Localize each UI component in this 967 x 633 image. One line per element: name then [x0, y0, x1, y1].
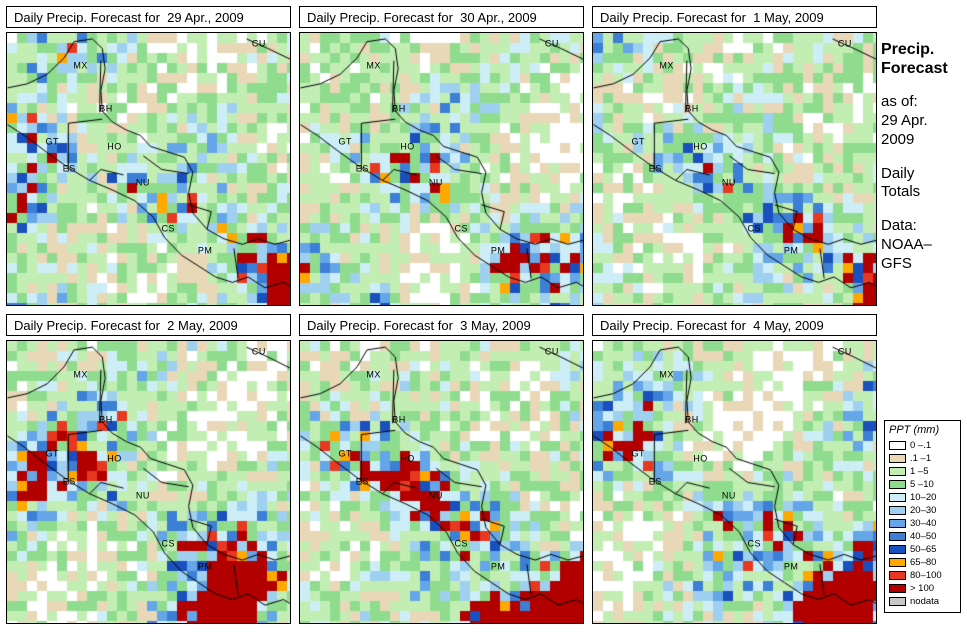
legend-color-swatch: [889, 545, 906, 554]
precip-map-canvas: [300, 341, 583, 623]
data-source-line2: GFS: [881, 254, 912, 272]
legend-row: 80–100: [889, 569, 956, 582]
legend-color-swatch: [889, 454, 906, 463]
legend-color-swatch: [889, 597, 906, 606]
legend-color-swatch: [889, 441, 906, 450]
precip-legend: PPT (mm) 0 –.1 .1 –1 1 –5 5 –10 10–20 20–30 30…: [884, 420, 961, 613]
panel-title: Daily Precip. Forecast for 30 Apr., 2009: [299, 6, 584, 28]
caption-title-line2: Forecast: [881, 60, 948, 78]
legend-color-swatch: [889, 519, 906, 528]
legend-color-swatch: [889, 532, 906, 541]
asof-label: as of:: [881, 93, 918, 111]
precip-map-canvas: [300, 33, 583, 305]
precip-map: MX CU BH GT HO ES NU CS PM: [299, 340, 584, 624]
caption-title-line1: Precip.: [881, 41, 935, 58]
legend-row: 10–20: [889, 491, 956, 504]
legend-title: PPT (mm): [889, 424, 940, 436]
legend-label: 10–20: [910, 492, 937, 503]
precip-map-canvas: [7, 33, 290, 305]
legend-label: 40–50: [910, 531, 937, 542]
legend-row: nodata: [889, 595, 956, 608]
totals-line2: Totals: [881, 183, 921, 201]
panel-30apr: Daily Precip. Forecast for 30 Apr., 2009…: [299, 6, 584, 306]
figure-caption-block: Precip. Forecast as of: 29 Apr. 2009 Dai…: [881, 40, 965, 273]
legend-row: 0 –.1: [889, 439, 956, 452]
panel-title: Daily Precip. Forecast for 29 Apr., 2009: [6, 6, 291, 28]
legend-label: 0 –.1: [910, 440, 932, 451]
precip-map-canvas: [593, 341, 876, 623]
legend-label: nodata: [910, 596, 940, 607]
panel-3may: Daily Precip. Forecast for 3 May, 2009 M…: [299, 314, 584, 624]
precip-map: MX CU BH GT HO ES NU CS PM: [299, 32, 584, 306]
legend-label: > 100: [910, 583, 935, 594]
legend-row: > 100: [889, 582, 956, 595]
legend-label: 20–30: [910, 505, 937, 516]
legend-label: 65–80: [910, 557, 937, 568]
legend-color-swatch: [889, 584, 906, 593]
legend-label: 80–100: [910, 570, 942, 581]
legend-color-swatch: [889, 506, 906, 515]
data-source-line1: NOAA–: [881, 235, 932, 253]
legend-label: .1 –1: [910, 453, 932, 464]
legend-label: 50–65: [910, 544, 937, 555]
legend-row: 20–30: [889, 504, 956, 517]
legend-row: 30–40: [889, 517, 956, 530]
precip-map: MX CU BH GT HO ES NU CS PM: [592, 340, 877, 624]
panel-4may: Daily Precip. Forecast for 4 May, 2009 M…: [592, 314, 877, 624]
data-source-label: Data:: [881, 217, 917, 235]
legend-color-swatch: [889, 467, 906, 476]
legend-color-swatch: [889, 480, 906, 489]
legend-row: 50–65: [889, 543, 956, 556]
legend-label: 30–40: [910, 518, 937, 529]
legend-row: 5 –10: [889, 478, 956, 491]
panel-title: Daily Precip. Forecast for 3 May, 2009: [299, 314, 584, 336]
precip-map-canvas: [7, 341, 290, 623]
legend-rows: 0 –.1 .1 –1 1 –5 5 –10 10–20 20–30 30–40 40–50 5…: [889, 439, 956, 608]
panel-title: Daily Precip. Forecast for 2 May, 2009: [6, 314, 291, 336]
legend-row: 40–50: [889, 530, 956, 543]
legend-label: 1 –5: [910, 466, 929, 477]
panel-2may: Daily Precip. Forecast for 2 May, 2009 M…: [6, 314, 291, 624]
legend-color-swatch: [889, 571, 906, 580]
precip-map: MX CU BH GT HO ES NU CS PM: [592, 32, 877, 306]
legend-color-swatch: [889, 558, 906, 567]
panel-title: Daily Precip. Forecast for 4 May, 2009: [592, 314, 877, 336]
asof-date-line2: 2009: [881, 130, 915, 148]
panel-29apr: Daily Precip. Forecast for 29 Apr., 2009…: [6, 6, 291, 306]
legend-color-swatch: [889, 493, 906, 502]
asof-date-line1: 29 Apr.: [881, 112, 928, 130]
legend-row: .1 –1: [889, 452, 956, 465]
precip-map: MX CU BH GT HO ES NU CS PM: [6, 340, 291, 624]
precip-map-canvas: [593, 33, 876, 305]
panel-1may: Daily Precip. Forecast for 1 May, 2009 M…: [592, 6, 877, 306]
legend-row: 1 –5: [889, 465, 956, 478]
precip-map: MX CU BH GT HO ES NU CS PM: [6, 32, 291, 306]
legend-row: 65–80: [889, 556, 956, 569]
map-panels-grid: Daily Precip. Forecast for 29 Apr., 2009…: [6, 6, 877, 624]
legend-label: 5 –10: [910, 479, 934, 490]
panel-title: Daily Precip. Forecast for 1 May, 2009: [592, 6, 877, 28]
totals-line1: Daily: [881, 164, 915, 182]
